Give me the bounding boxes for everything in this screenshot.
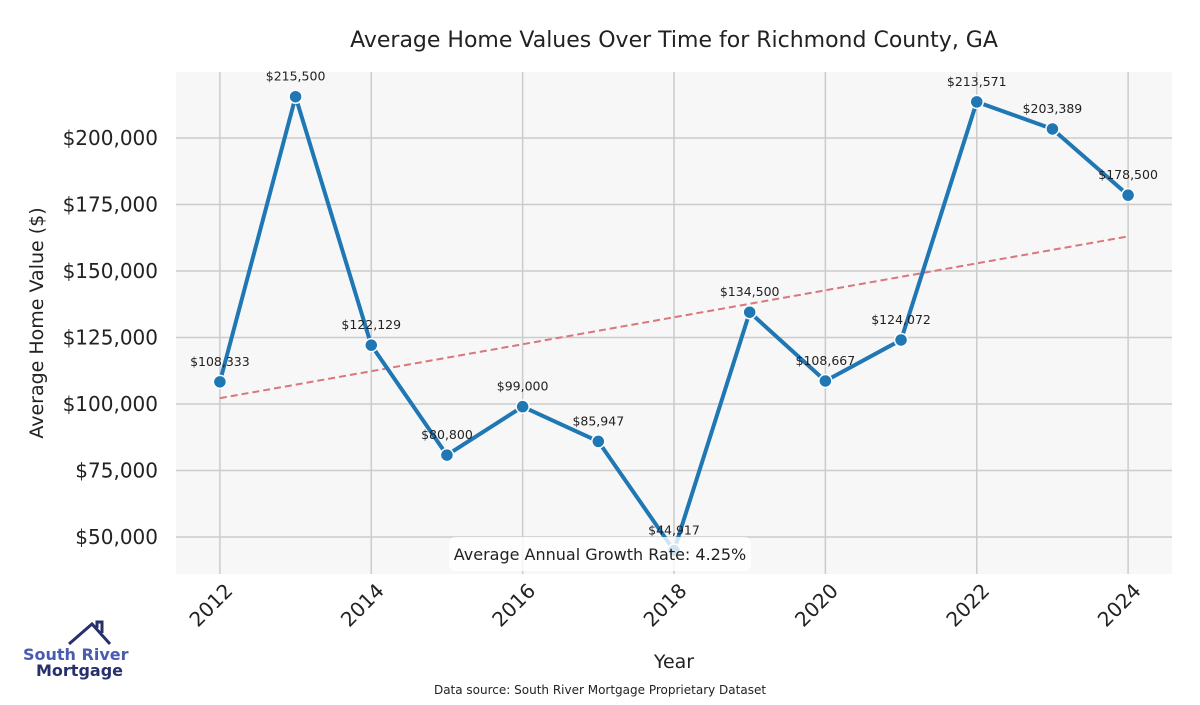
y-tick-label: $200,000 <box>63 126 158 150</box>
data-point <box>893 332 909 348</box>
y-tick-label: $150,000 <box>63 259 158 283</box>
data-point <box>439 447 455 463</box>
x-tick-label: 2016 <box>487 579 540 632</box>
y-axis-label: Average Home Value ($) <box>26 207 48 438</box>
y-tick-label: $100,000 <box>63 392 158 416</box>
data-label: $122,129 <box>341 317 401 332</box>
data-point <box>591 434 606 449</box>
data-point <box>515 399 530 414</box>
data-point <box>288 89 303 104</box>
data-point <box>742 304 757 320</box>
data-label: $85,947 <box>572 413 624 428</box>
x-tick-label: 2018 <box>639 579 692 632</box>
annotation-box <box>449 537 751 571</box>
data-point <box>818 373 833 389</box>
company-logo: South River Mortgage <box>23 620 129 680</box>
data-source: Data source: South River Mortgage Propri… <box>434 683 766 697</box>
x-tick-label: 2014 <box>336 579 389 632</box>
y-tick-label: $175,000 <box>63 192 158 216</box>
data-label: $134,500 <box>720 284 780 299</box>
y-tick-label: $75,000 <box>75 459 158 483</box>
logo-text-line2: Mortgage <box>36 661 123 680</box>
x-tick-label: 2022 <box>941 579 994 632</box>
data-label: $44,917 <box>648 523 700 538</box>
y-tick-label: $50,000 <box>75 525 158 549</box>
data-label: $213,571 <box>947 74 1007 89</box>
annotation-growth-rate: Average Annual Growth Rate: 4.25% <box>454 545 746 564</box>
data-label: $99,000 <box>497 379 549 394</box>
data-point <box>969 94 984 110</box>
data-label: $108,667 <box>796 353 856 368</box>
data-label: $108,333 <box>190 354 250 369</box>
data-label: $215,500 <box>266 69 326 84</box>
x-tick-label: 2024 <box>1093 579 1146 632</box>
data-label: $80,800 <box>421 427 473 442</box>
data-point <box>212 374 228 390</box>
data-label: $178,500 <box>1098 167 1158 182</box>
logo-text-line1: South River <box>23 645 129 664</box>
x-tick-label: 2020 <box>790 579 843 632</box>
y-tick-label: $125,000 <box>63 325 158 349</box>
x-axis-label: Year <box>653 651 694 673</box>
data-point <box>364 337 379 353</box>
x-tick-label: 2012 <box>184 579 237 632</box>
data-label: $124,072 <box>871 312 931 327</box>
chart-title: Average Home Values Over Time for Richmo… <box>350 28 998 53</box>
data-label: $203,389 <box>1023 101 1083 116</box>
data-point <box>1045 121 1060 137</box>
house-roof-icon <box>68 620 112 646</box>
data-point <box>1120 187 1136 203</box>
